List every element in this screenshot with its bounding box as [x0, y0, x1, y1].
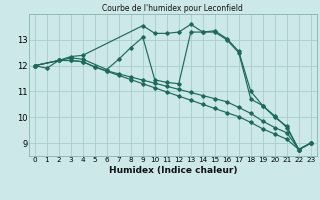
X-axis label: Humidex (Indice chaleur): Humidex (Indice chaleur): [108, 166, 237, 175]
Title: Courbe de l'humidex pour Leconfield: Courbe de l'humidex pour Leconfield: [102, 4, 243, 13]
